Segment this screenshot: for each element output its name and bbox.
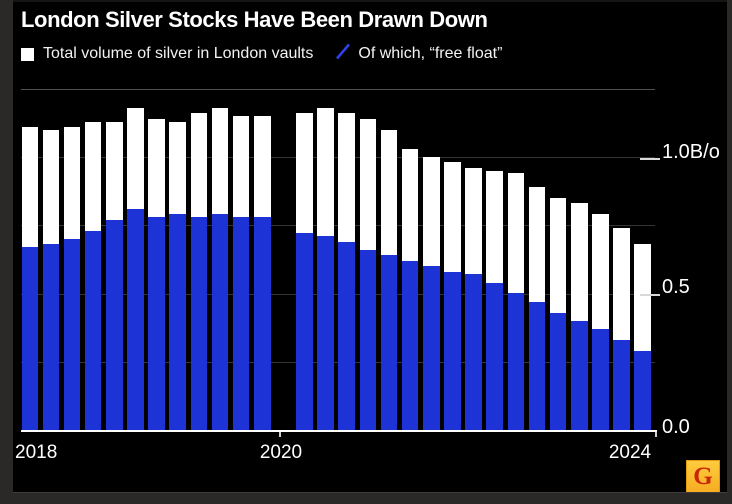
bar-freefloat-segment xyxy=(401,261,419,430)
logo-g[interactable]: G xyxy=(686,460,720,492)
bar-freefloat-segment xyxy=(507,293,525,430)
bar xyxy=(634,244,651,430)
plot-area xyxy=(21,2,655,430)
bar xyxy=(359,119,377,430)
gridline-0.75 xyxy=(21,225,655,227)
bar xyxy=(549,198,567,430)
bar xyxy=(148,119,165,430)
x-axis-line xyxy=(21,430,657,432)
bar xyxy=(127,108,144,430)
bar xyxy=(444,162,461,430)
bar xyxy=(486,171,504,430)
slash-swatch-icon xyxy=(335,42,351,66)
x-axis-label-2018: 2018 xyxy=(15,442,58,463)
bar xyxy=(211,108,229,430)
page-title: London Silver Stocks Have Been Drawn Dow… xyxy=(21,7,488,32)
bar xyxy=(106,122,123,430)
square-swatch-icon xyxy=(21,47,34,61)
x-axis-tick-2024 xyxy=(655,432,657,437)
bar-freefloat-segment xyxy=(127,209,144,430)
bar-freefloat-segment xyxy=(444,272,461,430)
bar xyxy=(380,130,398,430)
bar-freefloat-segment xyxy=(84,231,102,430)
bar xyxy=(63,127,81,430)
bar-freefloat-segment xyxy=(338,242,356,430)
bar xyxy=(592,214,609,430)
bar-freefloat-segment xyxy=(549,313,567,430)
bar xyxy=(84,122,102,430)
bar-freefloat-segment xyxy=(21,247,39,430)
x-axis-label-2024: 2024 xyxy=(608,442,652,463)
bar-freefloat-segment xyxy=(423,266,440,430)
bar xyxy=(338,113,356,430)
bar-freefloat-segment xyxy=(613,340,630,430)
bar xyxy=(42,130,60,430)
bar xyxy=(253,116,271,430)
gridline-1.25 xyxy=(21,88,655,90)
bar-freefloat-segment xyxy=(106,220,123,430)
bar-freefloat-segment xyxy=(169,214,187,430)
y-axis-label-0.0: 0.0 xyxy=(662,416,690,438)
bar-freefloat-segment xyxy=(592,329,609,430)
top-edge-divider xyxy=(13,0,727,2)
bar xyxy=(169,122,187,430)
bar-freefloat-segment xyxy=(232,217,250,430)
x-axis-label-2020: 2020 xyxy=(259,442,303,463)
y-axis-label-0.5: 0.5 xyxy=(662,276,690,298)
bar-freefloat-segment xyxy=(486,283,504,430)
bar xyxy=(613,228,630,430)
y-axis-tick-0.5 xyxy=(640,294,660,296)
bar-freefloat-segment xyxy=(317,236,334,430)
bar-freefloat-segment xyxy=(359,250,377,430)
bar xyxy=(423,157,440,430)
bar-freefloat-segment xyxy=(296,233,313,430)
bar-freefloat-segment xyxy=(190,217,208,430)
bar-freefloat-segment xyxy=(570,321,588,430)
bar xyxy=(21,127,39,430)
bar xyxy=(317,108,334,430)
bar-freefloat-segment xyxy=(63,239,81,430)
bar-freefloat-segment xyxy=(42,244,60,430)
x-axis-tick-2020 xyxy=(279,432,281,437)
bar-freefloat-segment xyxy=(634,351,651,430)
legend: Total volume of silver in London vaults … xyxy=(21,42,503,66)
bar xyxy=(465,168,482,430)
bar-freefloat-segment xyxy=(465,274,482,430)
chart-card: London Silver Stocks Have Been Drawn Dow… xyxy=(13,2,727,492)
bar xyxy=(528,187,546,430)
y-axis-tick-1.0 xyxy=(640,158,660,160)
bar xyxy=(507,173,525,430)
bar xyxy=(401,149,419,430)
gridline-1 xyxy=(21,157,655,158)
gridline-0.25 xyxy=(21,361,655,363)
bar-freefloat-segment xyxy=(380,255,398,430)
bar xyxy=(570,203,588,430)
legend-label-total: Total volume of silver in London vaults xyxy=(43,45,314,62)
bar-freefloat-segment xyxy=(148,217,165,430)
y-axis-label-1.0: 1.0B/o xyxy=(662,141,720,163)
bar-freefloat-segment xyxy=(528,302,546,430)
bar xyxy=(190,113,208,430)
bar-freefloat-segment xyxy=(211,214,229,430)
legend-label-freefloat: Of which, “free float” xyxy=(358,45,503,62)
gridline-0.5 xyxy=(21,293,655,295)
bar xyxy=(296,113,313,430)
bar-freefloat-segment xyxy=(253,217,271,430)
bar xyxy=(232,116,250,430)
